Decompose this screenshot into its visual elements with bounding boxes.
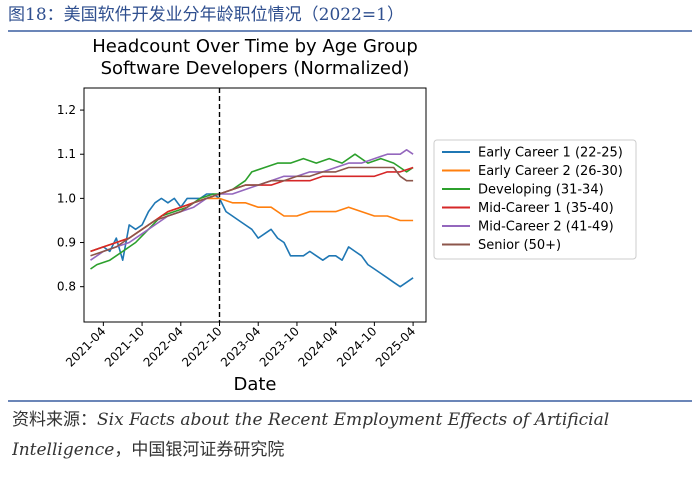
- legend-label-1: Early Career 1 (22-25): [478, 146, 623, 161]
- source-suffix: ，中国银河证券研究院: [114, 440, 285, 460]
- series-line-6: [90, 166, 414, 257]
- series-line-1: [90, 193, 414, 288]
- x-tick-label: 2021-10: [102, 324, 147, 369]
- y-tick-label: 1.1: [57, 147, 76, 161]
- x-tick-label: 2024-10: [334, 324, 379, 369]
- legend-label-6: Senior (50+): [478, 238, 561, 253]
- source-line-2: Intelligence，中国银河证券研究院: [12, 435, 696, 465]
- chart-subtitle: Software Developers (Normalized): [101, 58, 410, 79]
- x-tick-label: 2023-04: [218, 324, 263, 369]
- x-axis-label: Date: [233, 374, 276, 395]
- line-chart: Headcount Over Time by Age Group Softwar…: [57, 36, 637, 395]
- chart-title: Headcount Over Time by Age Group: [92, 36, 418, 57]
- y-tick-label: 0.9: [57, 236, 76, 250]
- source-line-1: 资料来源：Six Facts about the Recent Employme…: [12, 405, 696, 435]
- x-tick-label: 2021-04: [63, 324, 108, 369]
- legend-label-3: Developing (31-34): [478, 183, 604, 198]
- legend: Early Career 1 (22-25) Early Career 2 (26…: [433, 139, 637, 260]
- x-tick-label: 2025-04: [373, 324, 418, 369]
- bottom-rule: [8, 400, 692, 402]
- legend-label-4: Mid-Career 1 (35-40): [478, 201, 614, 216]
- source-title-part2: Intelligence: [12, 440, 115, 460]
- legend-label-2: Early Career 2 (26-30): [478, 164, 623, 179]
- plot-area: 0.8 0.9 1.0 1.1 1.2 2021-042021-102022-042022…: [57, 87, 427, 370]
- chart-container: Headcount Over Time by Age Group Softwar…: [0, 32, 700, 398]
- x-tick-label: 2022-10: [179, 324, 224, 369]
- y-tick-label: 1.2: [57, 103, 76, 117]
- y-tick-label: 1.0: [57, 191, 76, 205]
- legend-label-5: Mid-Career 2 (41-49): [478, 220, 614, 235]
- x-tick-label: 2023-10: [257, 324, 302, 369]
- legend-frame: [433, 139, 637, 260]
- top-rule: [8, 30, 692, 32]
- axes-frame: [83, 87, 427, 323]
- x-tick-label: 2022-04: [141, 324, 186, 369]
- source-note: 资料来源：Six Facts about the Recent Employme…: [12, 405, 696, 465]
- series-line-2: [90, 197, 414, 253]
- series-line-3: [90, 153, 414, 270]
- x-tick-label: 2024-04: [295, 324, 340, 369]
- y-tick-label: 0.8: [57, 280, 76, 294]
- figure-title: 图18：美国软件开发业分年龄职位情况（2022=1）: [8, 5, 404, 25]
- source-prefix: 资料来源：: [12, 410, 97, 430]
- source-title-part1: Six Facts about the Recent Employment Ef…: [97, 410, 610, 430]
